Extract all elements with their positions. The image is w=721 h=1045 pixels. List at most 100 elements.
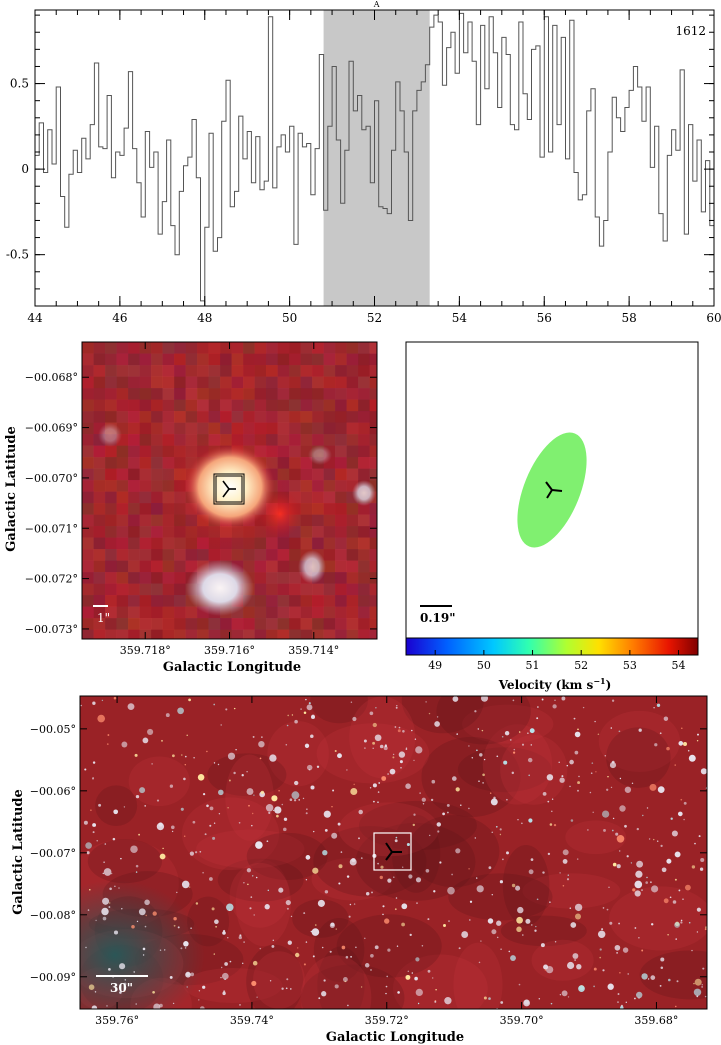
star <box>574 959 576 961</box>
star <box>680 798 683 801</box>
star <box>180 807 184 811</box>
star <box>341 945 346 950</box>
zoom-pixel <box>289 365 301 377</box>
dark-cluster-region <box>80 880 205 1009</box>
star <box>98 803 102 807</box>
star <box>342 977 348 982</box>
star <box>142 737 149 744</box>
star <box>597 930 606 939</box>
zoom-pixel <box>105 560 117 573</box>
zoom-pixel <box>105 388 117 400</box>
zoom-pixel <box>116 445 129 458</box>
star <box>599 956 602 959</box>
zoom-pixel <box>254 549 267 561</box>
star <box>546 774 554 781</box>
zoom-pixel <box>266 537 278 550</box>
star <box>659 984 662 987</box>
extinction-patch <box>336 914 442 978</box>
zoom-pixel <box>254 411 267 423</box>
zoom-pixel <box>128 595 140 607</box>
zoom-pixel <box>289 606 301 619</box>
zoom-pixel <box>128 388 140 400</box>
star <box>661 867 667 873</box>
zoom-pixel <box>323 342 336 354</box>
star <box>578 775 580 778</box>
star <box>611 760 615 764</box>
star <box>130 845 138 853</box>
star <box>503 760 508 765</box>
star <box>113 809 119 815</box>
spectrum-panel: A 44 46 48 50 52 54 56 58 60 -0.5 0 0.5 1612 <box>6 0 721 325</box>
star <box>250 896 253 898</box>
star <box>374 945 379 950</box>
zoom-pixel <box>105 618 117 630</box>
star <box>144 925 147 928</box>
zoom-pixel <box>369 457 377 469</box>
star <box>121 741 128 748</box>
star <box>152 990 155 994</box>
star <box>646 876 648 879</box>
star <box>401 903 408 910</box>
star <box>518 731 521 733</box>
star <box>619 972 621 974</box>
star <box>435 989 437 991</box>
zoom-pixel <box>82 514 94 527</box>
star <box>372 783 377 788</box>
star <box>638 936 640 939</box>
star <box>611 829 614 832</box>
zoom-pixel <box>105 503 117 515</box>
star <box>616 835 625 843</box>
zoom-pixel <box>346 365 359 377</box>
zoom-pixel <box>300 514 313 527</box>
star <box>389 768 396 775</box>
zoom-pixel <box>162 583 175 596</box>
star <box>499 880 503 884</box>
zoom-pixel <box>300 503 313 515</box>
zoom-pixel <box>162 572 175 584</box>
zoom-pixel <box>116 606 129 619</box>
zoom-pixel <box>139 572 152 584</box>
zoom-pixel <box>116 583 129 596</box>
zoom-pixel <box>369 353 377 366</box>
star <box>397 991 400 994</box>
zoom-pixel <box>151 503 163 515</box>
extinction-patch <box>128 756 190 807</box>
zoom-pixel <box>312 422 324 435</box>
star <box>373 800 375 803</box>
zoom-pixel <box>358 365 370 377</box>
star <box>496 936 499 939</box>
star <box>267 889 270 892</box>
star <box>501 735 504 738</box>
star <box>135 794 140 799</box>
star <box>142 947 146 951</box>
zoom-pixel <box>323 503 336 515</box>
star <box>483 996 487 1000</box>
zoom-pixel <box>151 445 163 458</box>
zoom-pixel <box>151 457 163 469</box>
star <box>379 744 384 749</box>
star <box>569 785 571 788</box>
star <box>298 799 301 801</box>
zoom-pixel <box>346 353 359 366</box>
star <box>350 787 358 796</box>
zoom-pixel <box>312 503 324 515</box>
zoom-pixel <box>335 526 347 538</box>
star <box>619 777 622 780</box>
star <box>493 796 496 800</box>
star <box>447 811 449 814</box>
zoom-pixel <box>174 595 186 607</box>
star <box>663 716 669 721</box>
zoom-pixel <box>220 342 232 354</box>
star <box>177 926 180 929</box>
zoom-pixel <box>185 365 198 377</box>
zoom-pixel <box>346 537 359 550</box>
star <box>622 947 629 953</box>
zoom-pixel <box>277 560 290 573</box>
zoom-pixel <box>82 572 94 584</box>
star <box>696 740 699 742</box>
zoom-pixel <box>346 411 359 423</box>
zoom-pixel <box>185 411 198 423</box>
zoom-pixel <box>323 422 336 435</box>
zoom-pixel <box>335 537 347 550</box>
star <box>144 805 147 807</box>
